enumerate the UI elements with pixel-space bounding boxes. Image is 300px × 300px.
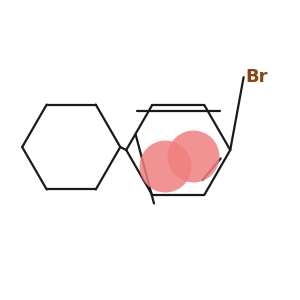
Text: Br: Br: [245, 68, 268, 86]
Point: [163, 164, 167, 169]
Point: [191, 154, 196, 158]
